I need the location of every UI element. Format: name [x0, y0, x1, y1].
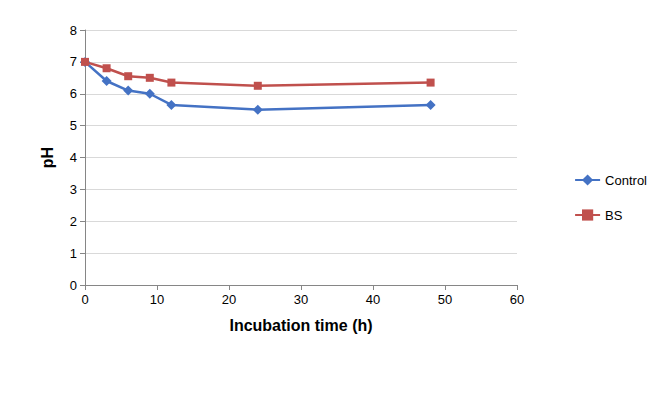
- svg-text:Control: Control: [605, 173, 647, 188]
- svg-text:60: 60: [510, 292, 524, 307]
- svg-text:0: 0: [81, 292, 88, 307]
- svg-text:1: 1: [70, 246, 77, 261]
- svg-text:10: 10: [150, 292, 164, 307]
- svg-text:2: 2: [70, 214, 77, 229]
- svg-text:50: 50: [438, 292, 452, 307]
- svg-text:8: 8: [70, 23, 77, 38]
- svg-text:5: 5: [70, 118, 77, 133]
- svg-text:7: 7: [70, 54, 77, 69]
- svg-text:0: 0: [70, 278, 77, 293]
- svg-text:Incubation time (h): Incubation time (h): [229, 317, 372, 334]
- svg-text:pH: pH: [39, 147, 56, 168]
- svg-text:20: 20: [222, 292, 236, 307]
- svg-text:30: 30: [294, 292, 308, 307]
- svg-text:3: 3: [70, 182, 77, 197]
- svg-text:40: 40: [366, 292, 380, 307]
- svg-text:4: 4: [70, 150, 77, 165]
- svg-text:6: 6: [70, 86, 77, 101]
- svg-text:BS: BS: [605, 208, 623, 223]
